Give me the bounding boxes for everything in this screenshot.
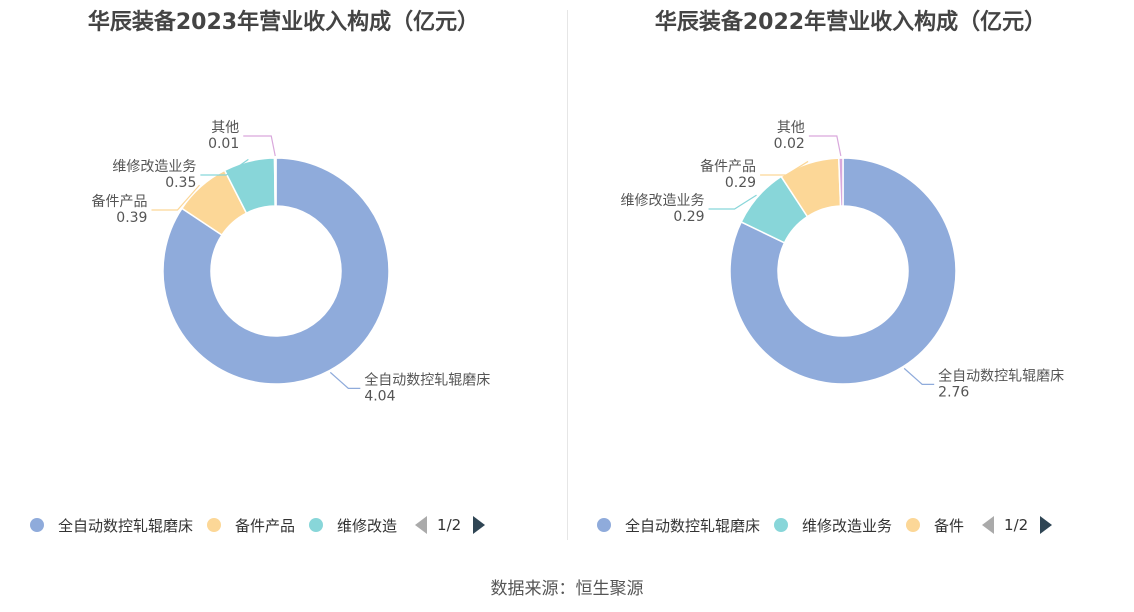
label-leader-line bbox=[243, 135, 276, 157]
legend-dot-icon bbox=[906, 518, 921, 532]
slice-value-label: 0.29 bbox=[673, 209, 704, 225]
label-leader-line bbox=[329, 371, 361, 389]
slice-name-label: 全自动数控轧辊磨床 bbox=[364, 371, 490, 388]
slice-name-label: 备件产品 bbox=[700, 158, 756, 175]
legend: 全自动数控轧辊磨床 备件产品 维修改造 1/2 bbox=[30, 512, 486, 538]
slice-value-label: 2.76 bbox=[938, 384, 969, 400]
legend-item[interactable]: 全自动数控轧辊磨床 bbox=[30, 515, 193, 536]
legend-label: 备件产品 bbox=[235, 516, 296, 535]
legend-dot-icon bbox=[597, 518, 611, 532]
pie-slice[interactable] bbox=[273, 157, 277, 207]
label-leader-line bbox=[903, 367, 935, 385]
page-indicator: 1/2 bbox=[437, 516, 462, 534]
legend-item[interactable]: 备件产品 bbox=[207, 515, 295, 536]
legend-label: 备件 bbox=[934, 516, 965, 535]
slice-value-label: 0.01 bbox=[208, 136, 239, 152]
legend-item[interactable]: 全自动数控轧辊磨床 bbox=[597, 515, 760, 536]
chart-panel-2023: 华辰装备2023年营业收入构成（亿元） 全自动数控轧辊磨床 4.04 备件产品 0.3… bbox=[0, 0, 567, 560]
legend-label: 维修改造 bbox=[337, 516, 398, 535]
prev-page-icon[interactable] bbox=[415, 516, 428, 534]
slice-name-label: 备件产品 bbox=[91, 193, 147, 210]
legend-label: 全自动数控轧辊磨床 bbox=[625, 516, 761, 535]
chart-title: 华辰装备2022年营业收入构成（亿元） bbox=[654, 10, 1047, 35]
next-page-icon[interactable] bbox=[1040, 516, 1053, 534]
slice-value-label: 0.29 bbox=[725, 175, 756, 191]
legend: 全自动数控轧辊磨床 维修改造业务 备件 1/2 bbox=[597, 512, 1053, 538]
data-source: 数据来源：恒生聚源 bbox=[490, 579, 644, 599]
label-leader-line bbox=[151, 184, 200, 211]
slice-value-label: 4.04 bbox=[364, 388, 395, 404]
label-leader-line bbox=[200, 158, 249, 176]
slice-name-label: 其他 bbox=[211, 120, 239, 136]
legend-pager: 1/2 bbox=[415, 516, 486, 534]
legend-dot-icon bbox=[207, 518, 222, 532]
legend-label: 维修改造业务 bbox=[802, 516, 893, 535]
label-leader-line bbox=[808, 135, 842, 157]
label-leader-line bbox=[760, 160, 809, 176]
slice-name-label: 全自动数控轧辊磨床 bbox=[938, 367, 1064, 384]
legend-item[interactable]: 备件 bbox=[906, 515, 964, 536]
pie-slice[interactable] bbox=[162, 157, 390, 385]
slice-value-label: 0.39 bbox=[116, 210, 147, 226]
legend-item[interactable]: 维修改造业务 bbox=[774, 515, 892, 536]
panel-divider bbox=[567, 10, 568, 540]
slice-value-label: 0.35 bbox=[165, 175, 196, 191]
slice-name-label: 其他 bbox=[777, 120, 805, 136]
legend-dot-icon bbox=[30, 518, 44, 532]
next-page-icon[interactable] bbox=[473, 516, 486, 534]
legend-item[interactable]: 维修改造 bbox=[309, 515, 397, 536]
slice-value-label: 0.02 bbox=[774, 136, 805, 152]
legend-label: 全自动数控轧辊磨床 bbox=[58, 516, 194, 535]
slice-name-label: 维修改造业务 bbox=[112, 159, 196, 175]
prev-page-icon[interactable] bbox=[982, 516, 995, 534]
label-leader-line bbox=[708, 194, 757, 210]
pie-slice[interactable] bbox=[837, 157, 844, 207]
chart-panel-2022: 华辰装备2022年营业收入构成（亿元） 全自动数控轧辊磨床 2.76 维修改造业务 0… bbox=[567, 0, 1134, 560]
pie-slice[interactable] bbox=[729, 157, 957, 385]
page-indicator: 1/2 bbox=[1004, 516, 1029, 534]
legend-dot-icon bbox=[309, 518, 324, 532]
slice-name-label: 维修改造业务 bbox=[621, 193, 705, 209]
chart-title: 华辰装备2023年营业收入构成（亿元） bbox=[87, 10, 480, 35]
legend-pager: 1/2 bbox=[982, 516, 1053, 534]
legend-dot-icon bbox=[774, 518, 789, 532]
